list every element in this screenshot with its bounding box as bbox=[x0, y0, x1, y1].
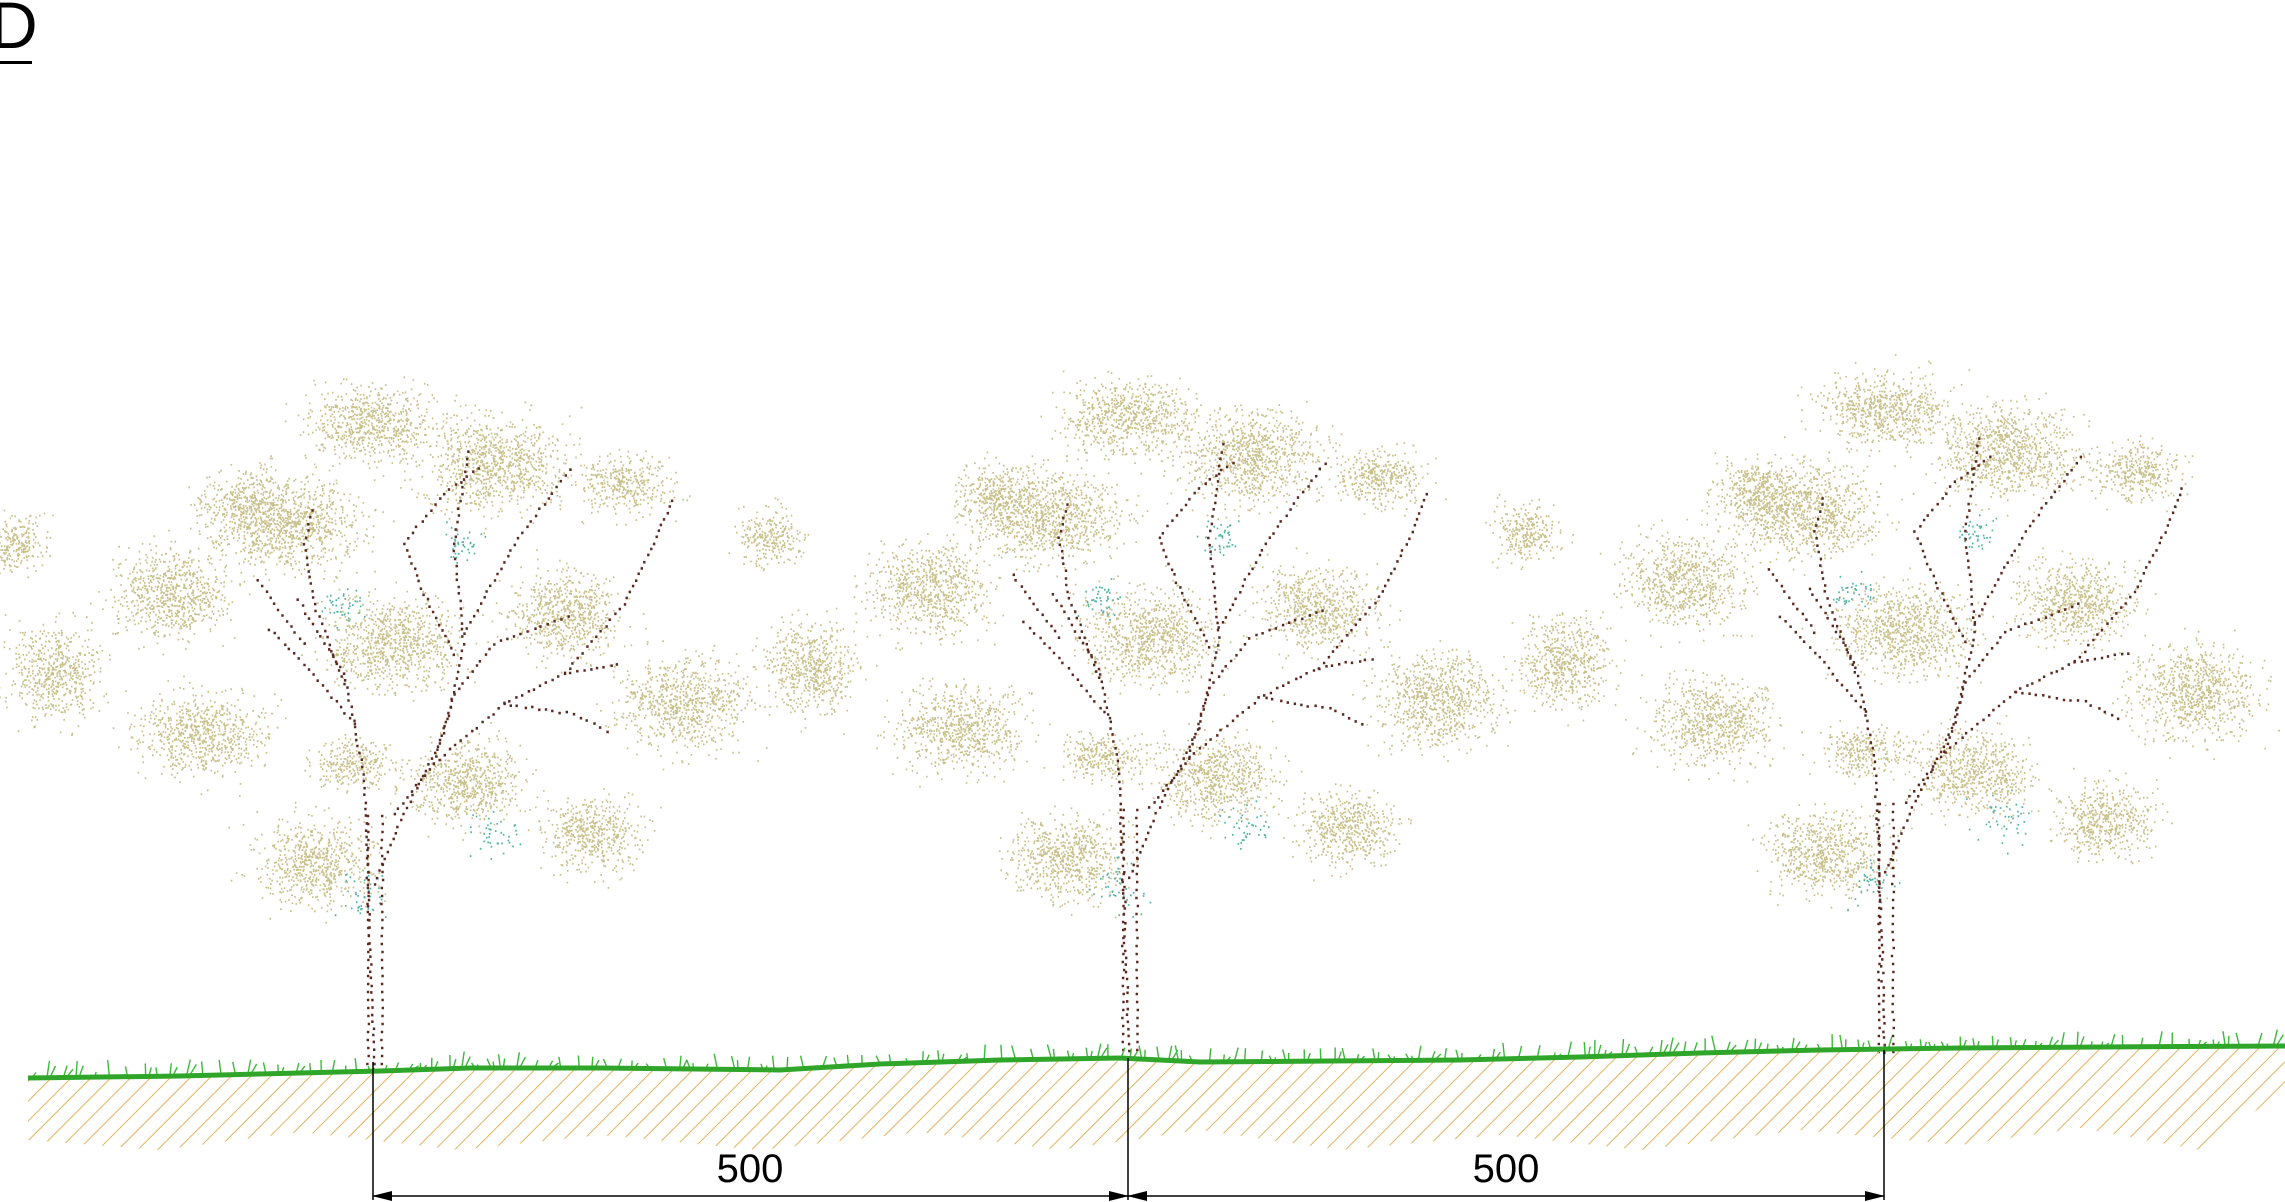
trunk-and-branches bbox=[256, 450, 674, 1066]
foliage-accent-stipple bbox=[1832, 514, 2030, 912]
grass-strokes bbox=[31, 1029, 2284, 1079]
tree-3 bbox=[1485, 354, 2280, 1055]
foliage-stipple bbox=[728, 370, 1529, 919]
section-label: D bbox=[0, 0, 40, 70]
ground-line bbox=[27, 1043, 2285, 1081]
foliage-accent-stipple bbox=[1077, 520, 1270, 918]
ground-hatch bbox=[28, 1046, 2285, 1150]
tree-1 bbox=[0, 376, 768, 1066]
dimension-label-2: 500 bbox=[1473, 1147, 1540, 1191]
foliage-stipple bbox=[0, 376, 768, 924]
dimension-label-1: 500 bbox=[717, 1147, 784, 1191]
trunk-and-branches bbox=[1767, 437, 2183, 1055]
foliage-stipple bbox=[1485, 354, 2280, 911]
grass-tufts bbox=[31, 1029, 2284, 1079]
trees-layer bbox=[0, 354, 2280, 1066]
foliage-accent-stipple bbox=[321, 521, 522, 918]
tree-2 bbox=[728, 370, 1529, 1060]
section-underline bbox=[0, 61, 32, 64]
dimension-lines: 500 500 bbox=[372, 1050, 1885, 1201]
section-letter: D bbox=[0, 0, 38, 62]
